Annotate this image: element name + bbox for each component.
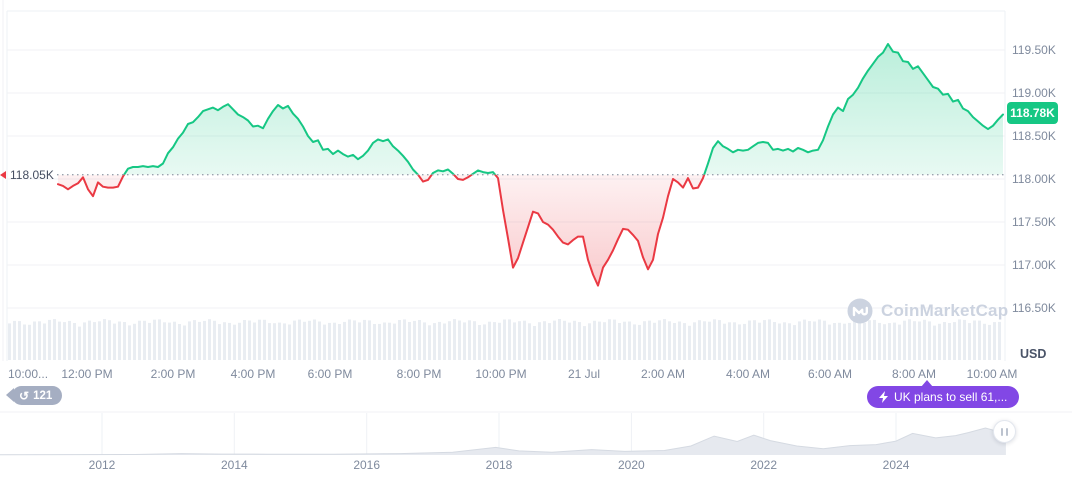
drag-grip-icon — [1006, 427, 1008, 436]
timeline-year-label: 2018 — [485, 458, 513, 472]
lightning-icon — [879, 391, 888, 403]
x-axis-tick-label: 12:00 PM — [61, 367, 113, 381]
timeline-year-label: 2014 — [220, 458, 248, 472]
history-clock-icon: ↺ — [19, 388, 30, 403]
baseline-arrow-icon — [0, 171, 6, 179]
area-above-baseline — [124, 44, 1003, 175]
history-count-badge[interactable]: ↺ 121 — [5, 386, 63, 405]
x-axis-tick-label: 21 Jul — [567, 367, 601, 381]
history-count: 121 — [33, 389, 53, 402]
y-axis-tick-label: 118.00K — [1012, 172, 1056, 186]
timeline-year-label: 2012 — [88, 458, 116, 472]
watermark: CoinMarketCap — [846, 297, 1008, 325]
timeline-year-label: 2022 — [750, 458, 778, 472]
y-axis-tick-label: 119.50K — [1012, 43, 1056, 57]
price-line-up — [122, 43, 1004, 175]
drag-grip-icon — [1001, 427, 1003, 436]
x-axis-tick-label: 4:00 AM — [725, 367, 771, 381]
x-axis-tick-label: 4:00 PM — [230, 367, 276, 381]
news-badge-pointer-icon — [921, 380, 933, 387]
x-axis-tick-label: 6:00 AM — [807, 367, 853, 381]
price-line-down — [57, 174, 706, 287]
timeline-drag-handle[interactable] — [993, 420, 1016, 443]
y-axis-tick-label: 117.50K — [1012, 215, 1056, 229]
timeline-year-label: 2020 — [618, 458, 645, 472]
y-axis-tick-label: 117.00K — [1012, 258, 1056, 272]
y-axis-tick-label: 119.00K — [1012, 86, 1056, 100]
x-axis-tick-label: 2:00 PM — [150, 367, 196, 381]
baseline-price-label: 118.05K — [10, 168, 54, 182]
news-headline: UK plans to sell 61,... — [894, 390, 1008, 404]
timeline-line — [0, 427, 1006, 456]
x-axis-tick-label: 10:00 AM — [966, 367, 1018, 381]
timeline-year-label: 2024 — [882, 458, 910, 472]
y-axis-tick-label: 116.50K — [1012, 301, 1056, 315]
x-axis-tick-label: 6:00 PM — [307, 367, 353, 381]
watermark-text: CoinMarketCap — [881, 301, 1009, 320]
area-below-baseline — [58, 174, 1003, 286]
last-price-badge: 118.78K — [1007, 102, 1058, 124]
timeline-area — [0, 428, 1006, 455]
coinmarketcap-logo-icon — [847, 298, 873, 324]
currency-unit-label: USD — [1020, 347, 1047, 361]
y-axis-tick-label: 118.50K — [1012, 129, 1056, 143]
x-axis-tick-label: 2:00 AM — [640, 367, 686, 381]
x-axis-tick-label: 8:00 PM — [396, 367, 442, 381]
volume-bars — [8, 319, 1001, 360]
x-axis-tick-label: 10:00... — [8, 367, 49, 381]
news-event-badge[interactable]: UK plans to sell 61,... — [867, 380, 1020, 408]
x-axis-tick-label: 8:00 AM — [891, 367, 937, 381]
x-axis-tick-label: 10:00 PM — [475, 367, 527, 381]
timeline-year-label: 2016 — [353, 458, 381, 472]
